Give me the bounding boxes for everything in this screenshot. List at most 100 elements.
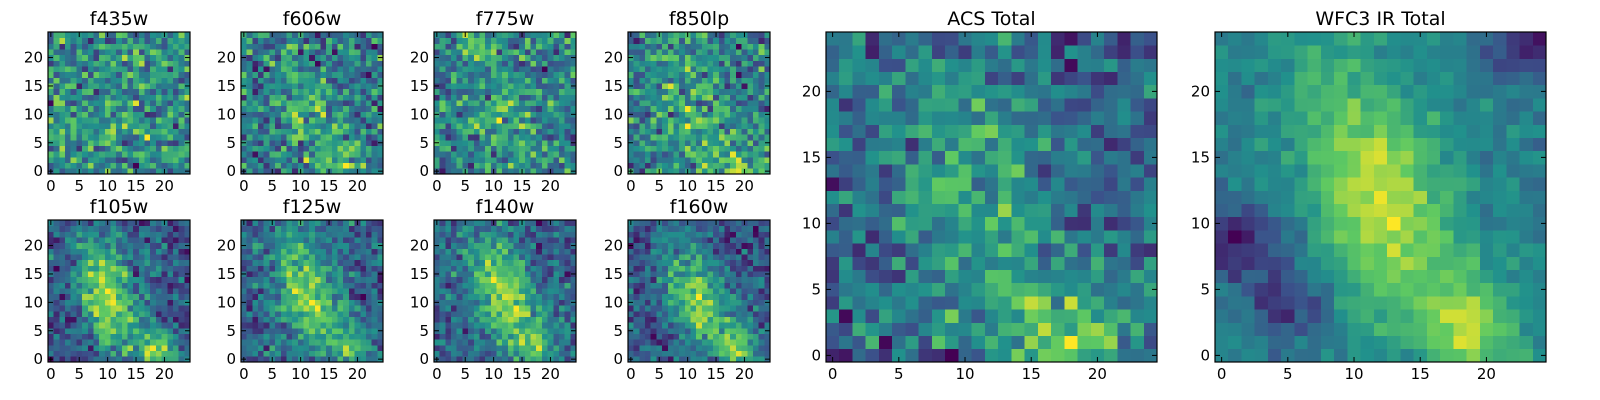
heatmap-cell (93, 105, 100, 112)
heatmap-cell (303, 254, 310, 261)
heatmap-cell (650, 54, 657, 61)
heatmap-cell (127, 122, 134, 129)
heatmap-cell (93, 139, 100, 146)
heatmap-cell (297, 162, 304, 169)
heatmap-cell (241, 350, 248, 357)
heatmap-cell (724, 128, 731, 135)
heatmap-cell (758, 156, 765, 164)
heatmap-cell (167, 299, 174, 306)
heatmap-cell (690, 83, 697, 90)
heatmap-cell (684, 43, 691, 50)
heatmap-cell (280, 339, 287, 346)
heatmap-cell (252, 37, 259, 44)
heatmap-cell (297, 151, 304, 158)
heatmap-cell (445, 242, 452, 249)
heatmap-cell (564, 94, 571, 101)
heatmap-cell (354, 54, 361, 61)
heatmap-cell (741, 100, 748, 107)
heatmap-cell (507, 237, 514, 244)
heatmap-cell (144, 49, 151, 56)
x-tick-label: 10 (291, 177, 310, 195)
heatmap-cell (707, 128, 714, 135)
heatmap-cell (513, 316, 520, 323)
heatmap-cell (82, 100, 89, 107)
heatmap-cell (633, 145, 640, 152)
heatmap-cell (292, 83, 299, 90)
heatmap-cell (558, 43, 566, 50)
heatmap-cell (76, 265, 83, 272)
heatmap-cell (633, 94, 640, 101)
heatmap-cell (87, 259, 94, 266)
heatmap-cell (133, 344, 140, 352)
heatmap-cell (241, 237, 248, 244)
heatmap-cell (48, 288, 55, 295)
heatmap-cell (337, 88, 344, 95)
heatmap-cell (53, 151, 60, 158)
heatmap-cell (326, 225, 333, 232)
heatmap-cell (116, 350, 123, 357)
x-tick-label: 15 (126, 365, 145, 383)
heatmap-cell (70, 276, 77, 283)
heatmap-cell (468, 83, 475, 90)
heatmap-cell (490, 100, 497, 107)
heatmap-cell (70, 237, 77, 244)
heatmap-cell (541, 94, 548, 101)
heatmap-cell (167, 333, 174, 340)
heatmap-cell (365, 105, 373, 112)
heatmap-cell (490, 128, 497, 135)
heatmap-cell (286, 242, 293, 249)
heatmap-cell (656, 276, 663, 283)
x-tick-label: 0 (432, 177, 442, 195)
heatmap-cell (730, 168, 737, 175)
heatmap-cell (303, 162, 310, 169)
heatmap-cell (502, 339, 509, 346)
heatmap-cell (485, 265, 492, 272)
heatmap-cell (507, 60, 514, 67)
heatmap-cell (292, 265, 299, 272)
heatmap-cell (684, 88, 691, 95)
heatmap-cell (365, 305, 373, 312)
heatmap-cell (337, 271, 344, 278)
heatmap-cell (178, 242, 185, 249)
heatmap-cell (172, 32, 180, 39)
heatmap-cell (314, 254, 321, 261)
heatmap-cell (292, 105, 299, 112)
heatmap-cell (456, 293, 463, 300)
heatmap-cell (286, 299, 293, 306)
heatmap-cell (639, 151, 646, 158)
heatmap-cell (331, 122, 338, 129)
heatmap-cell (110, 100, 117, 107)
heatmap-cell (48, 310, 55, 317)
heatmap-cell (673, 162, 680, 169)
heatmap-cell (479, 225, 486, 232)
heatmap-cell (269, 276, 276, 283)
heatmap-cell (730, 32, 737, 39)
heatmap-cell (701, 134, 708, 141)
heatmap-cell (110, 293, 117, 300)
heatmap-cell (468, 350, 475, 357)
heatmap-cell (377, 122, 384, 129)
heatmap-cell (473, 43, 480, 50)
heatmap-cell (326, 100, 333, 107)
heatmap-cell (87, 37, 94, 44)
heatmap-cell (662, 322, 669, 329)
heatmap-cell (127, 151, 134, 158)
heatmap-cell (116, 105, 123, 112)
y-tick-label: 5 (419, 322, 429, 340)
heatmap-cell (473, 310, 480, 317)
heatmap-cell (730, 350, 737, 357)
heatmap-cell (116, 122, 123, 129)
heatmap-cell (263, 288, 270, 295)
heatmap-cell (371, 231, 378, 238)
heatmap-cell (48, 145, 55, 152)
heatmap-cell (172, 310, 180, 317)
heatmap-cell (70, 316, 77, 323)
heatmap-cell (445, 231, 452, 238)
heatmap-cell (116, 259, 123, 266)
heatmap-cell (673, 43, 680, 50)
heatmap-cell (76, 100, 83, 107)
heatmap-cell (679, 111, 686, 118)
heatmap-cell (331, 242, 338, 249)
heatmap-cell (485, 310, 492, 317)
heatmap-cell (337, 220, 344, 227)
